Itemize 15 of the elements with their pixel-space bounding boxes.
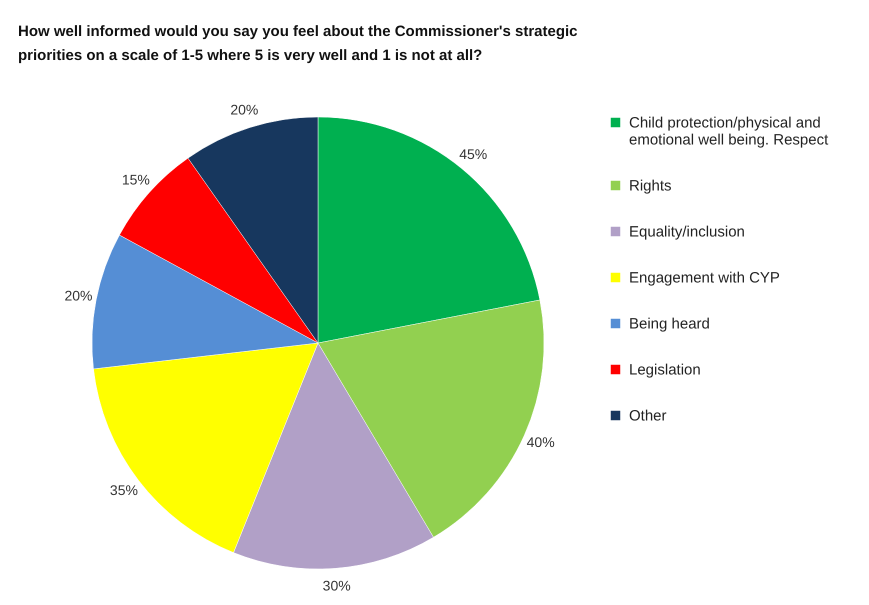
data-label: 40% — [526, 434, 555, 450]
legend-label: Other — [629, 408, 667, 424]
legend-label: Engagement with CYP — [629, 270, 780, 286]
data-label: 20% — [64, 288, 92, 304]
data-label: 35% — [110, 482, 138, 498]
legend-label: Equality/inclusion — [629, 224, 745, 240]
data-label: 15% — [122, 172, 150, 188]
legend-label: Being heard — [629, 316, 710, 332]
legend-label: Child protection/physical and emotional well being. Respect — [629, 114, 830, 148]
chart-title: How well informed would you say you feel about the Commissioner's strategic priorities on a scale of 1-5 where 5 is very well and 1 is not at all? — [18, 23, 578, 64]
data-label: 20% — [230, 101, 258, 118]
legend-label: Legislation — [629, 362, 701, 378]
data-label: 45% — [459, 146, 488, 162]
data-label: 30% — [322, 577, 351, 594]
legend-label: Rights — [629, 178, 672, 194]
